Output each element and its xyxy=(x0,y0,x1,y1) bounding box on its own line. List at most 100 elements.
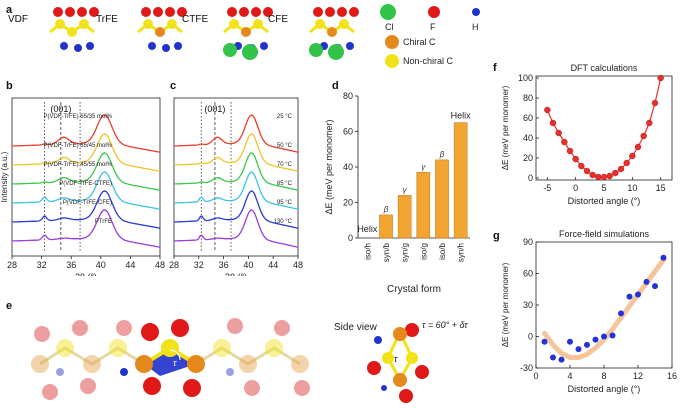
faded-atoms xyxy=(31,318,310,400)
carbon-atom xyxy=(241,27,251,37)
data-point xyxy=(601,333,607,340)
fluorine-atom xyxy=(325,7,335,17)
y-tick-label: 80 xyxy=(523,93,533,103)
xrd-curve xyxy=(173,152,299,191)
x-tick-label: 28 xyxy=(169,260,179,270)
nonchiral-atom xyxy=(382,352,394,364)
data-point xyxy=(623,159,630,167)
fluorine-atom xyxy=(263,7,273,17)
chiral-atom xyxy=(393,373,407,387)
xrd-curve xyxy=(173,209,299,248)
hydrogen-atom xyxy=(346,42,354,50)
monomer-name: TrFE xyxy=(96,14,118,25)
y-tick-label: 30 xyxy=(523,300,533,310)
data-point xyxy=(640,132,647,140)
carbon-atom xyxy=(229,19,239,29)
x-tick-label: 40 xyxy=(96,260,106,270)
y-tick-label: 40 xyxy=(343,162,353,172)
plot-frame xyxy=(173,97,299,257)
hydrogen-atom xyxy=(374,336,382,344)
curve-label: 70 °C xyxy=(277,162,293,168)
curve-label: 130 °C xyxy=(274,219,293,225)
data-point xyxy=(583,167,591,175)
data-point xyxy=(660,254,667,261)
carbon-atom xyxy=(67,27,77,37)
hydrogen-atom xyxy=(120,368,128,376)
legend-nonchiral: Non-chiral C xyxy=(403,56,454,66)
fluorine-atom xyxy=(227,7,237,17)
monomer-name: CFE xyxy=(268,14,288,25)
panel-f-label: f xyxy=(493,62,497,74)
x-tick-label: iso/g xyxy=(419,243,428,260)
x-tick-label: 15 xyxy=(656,183,666,193)
side-view-model: τ xyxy=(367,323,429,403)
tau-equation: τ = 60° + δτ xyxy=(422,320,468,330)
x-tick-label: 10 xyxy=(627,183,637,193)
carbon-atom xyxy=(253,19,263,29)
xrd-curve xyxy=(11,133,161,172)
side-view-label: Side view xyxy=(334,322,377,333)
chiral-atom xyxy=(135,355,153,373)
chiral-atom xyxy=(187,355,205,373)
data-point xyxy=(609,332,616,339)
panel-c-label: c xyxy=(170,80,177,92)
f-legend-sphere xyxy=(428,6,440,18)
fluorine-atom xyxy=(337,7,347,17)
xrd-curve xyxy=(11,152,161,191)
fluorine-atom xyxy=(153,7,163,17)
data-point xyxy=(626,293,633,300)
legend-f: F xyxy=(430,22,436,32)
y-tick-label: 0 xyxy=(348,233,353,243)
fluorine-atom xyxy=(89,7,99,17)
data-point xyxy=(629,152,636,160)
fluorine-atom xyxy=(177,7,187,17)
monomer-name: VDF xyxy=(8,14,28,25)
data-point xyxy=(617,165,625,173)
y-tick-label: 0 xyxy=(528,173,533,183)
panel-b-label: b xyxy=(6,80,13,92)
data-point xyxy=(635,291,641,298)
chiral-atom xyxy=(393,327,407,341)
bar-label: β xyxy=(439,150,445,159)
carbon-atom xyxy=(143,19,153,29)
curve-label: P(VDF-TrFE) 65/35 mol% xyxy=(44,114,113,120)
x-tick-label: 48 xyxy=(293,260,303,270)
hydrogen-atom xyxy=(86,42,94,50)
bar xyxy=(379,214,393,239)
x-tick-label: 32 xyxy=(194,260,204,270)
data-point xyxy=(550,354,556,361)
data-point xyxy=(592,336,599,343)
tau-symbol: τ xyxy=(173,358,177,368)
y-tick-label: 40 xyxy=(523,133,533,143)
helix-annotation: Helix xyxy=(357,224,378,234)
x-axis-label: Crystal form xyxy=(387,284,441,295)
xrd-curve xyxy=(173,133,299,172)
bar-label: γ xyxy=(421,162,426,171)
xrd-composition-chart: 2832364044482θ (°)Intensity (a.u.)(001)P… xyxy=(0,97,165,276)
fluorine-atom xyxy=(239,7,249,17)
x-tick-label: 40 xyxy=(243,260,253,270)
hydrogen-atom xyxy=(174,42,182,50)
data-point xyxy=(612,169,619,177)
xrd-curve xyxy=(173,190,299,229)
hydrogen-atom xyxy=(148,42,156,50)
chlorine-atom xyxy=(328,44,344,60)
x-tick-label: 36 xyxy=(66,260,76,270)
fluorine-atom xyxy=(399,389,413,403)
dihedral-plane xyxy=(144,348,196,376)
x-tick-label: syn/b xyxy=(382,242,391,262)
monomer-models: VDF TrFE CTFE CFE xyxy=(8,7,359,60)
fluorine-atom xyxy=(415,365,429,379)
y-tick-label: -30 xyxy=(520,363,533,373)
y-axis-label: ΔE (meV per monomer) xyxy=(324,119,334,214)
data-point xyxy=(595,173,602,181)
curve-label: 50 °C xyxy=(277,143,293,149)
bar xyxy=(397,195,412,239)
chiral-legend-sphere xyxy=(385,35,399,49)
panel-e-label: e xyxy=(6,300,13,312)
fluorine-atom xyxy=(349,7,359,17)
chart-title: DFT calculations xyxy=(571,63,638,73)
y-tick-label: 20 xyxy=(523,153,533,163)
monomer-name: CTFE xyxy=(182,14,208,25)
